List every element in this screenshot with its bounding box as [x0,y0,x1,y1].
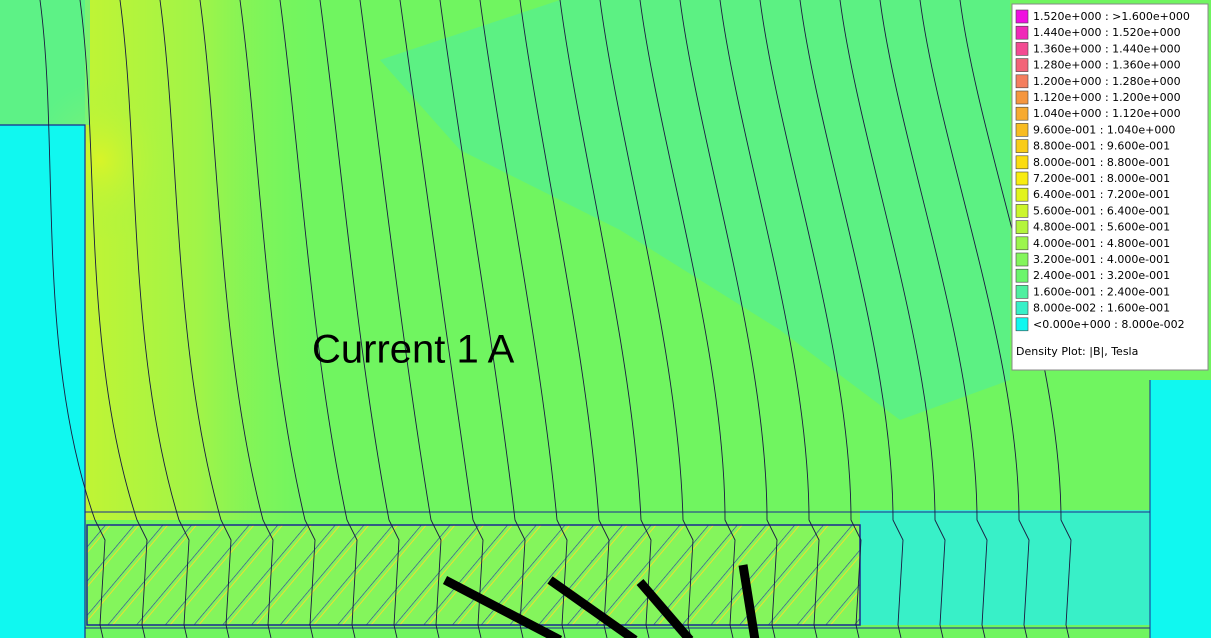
legend-label: 4.800e-001 : 5.600e-001 [1033,221,1170,234]
flux-line [319,0,400,638]
flux-line [239,0,316,638]
legend-label: 1.520e+000 : >1.600e+000 [1033,10,1190,23]
legend-label: 1.600e-001 : 2.400e-001 [1033,285,1170,298]
flux-line [39,0,106,638]
low-field-region [380,0,1010,420]
legend-swatch [1015,155,1029,170]
flux-line [919,0,1030,638]
flux-line [439,0,526,638]
flux-line [559,0,652,638]
legend-box [1011,3,1209,371]
legend-caption: Density Plot: |B|, Tesla [1016,345,1138,358]
legend-label: 9.600e-001 : 1.040e+000 [1033,123,1175,136]
flux-line [599,0,694,638]
legend-swatch [1015,25,1029,40]
legend-swatch [1015,236,1029,251]
legend-label: 5.600e-001 : 6.400e-001 [1033,204,1170,217]
flux-line [839,0,946,638]
legend-swatch [1015,42,1029,56]
legend-label: 1.200e+000 : 1.280e+000 [1033,75,1181,88]
legend-label: <0.000e+000 : 8.000e-002 [1033,318,1185,331]
legend-label: 1.280e+000 : 1.360e+000 [1033,59,1181,72]
flux-line [159,0,232,638]
legend-swatch [1015,268,1029,283]
legend-swatch [1015,139,1029,153]
legend-swatch [1015,58,1029,72]
flux-line [759,0,862,638]
legend-label: 2.400e-001 : 3.200e-001 [1033,269,1170,282]
flux-line [799,0,904,638]
legend-swatch [1015,74,1029,89]
legend-label: 8.000e-001 : 8.800e-001 [1033,156,1170,169]
flux-line [79,0,148,638]
flux-line [479,0,568,638]
corner-region [0,0,90,125]
flux-line [719,0,820,638]
legend-label: 8.000e-002 : 1.600e-001 [1033,302,1170,315]
flux-line [279,0,358,638]
legend-swatch [1015,90,1029,105]
legend-swatch [1015,123,1029,137]
legend-swatch [1015,285,1029,299]
legend-label: 1.440e+000 : 1.520e+000 [1033,26,1181,39]
legend-swatch [1015,252,1029,267]
legend-label: 7.200e-001 : 8.000e-001 [1033,172,1170,185]
legend-label: 1.040e+000 : 1.120e+000 [1033,107,1181,120]
legend-swatch [1015,187,1029,202]
legend-label: 1.120e+000 : 1.200e+000 [1033,91,1181,104]
flux-line [639,0,736,638]
legend-label: 4.000e-001 : 4.800e-001 [1033,237,1170,250]
legend-label: 8.800e-001 : 9.600e-001 [1033,140,1170,153]
flux-line [119,0,190,638]
high-field-band [85,0,315,520]
flux-line [879,0,988,638]
legend-swatch [1015,317,1029,332]
legend-swatch [1015,9,1029,24]
legend-label: 6.400e-001 : 7.200e-001 [1033,188,1170,201]
boundary [0,124,86,638]
legend-label: 3.200e-001 : 4.000e-001 [1033,253,1170,266]
flux-line [519,0,610,638]
flux-line [399,0,484,638]
legend: Density Plot: |B|, Tesla 1.520e+000 : >1… [1011,3,1209,371]
legend-swatch [1015,106,1029,121]
air-region-right [860,510,1150,625]
flux-line [359,0,442,638]
legend-label: 1.360e+000 : 1.440e+000 [1033,42,1181,55]
air-region-edge [1150,380,1211,638]
air-region-left [0,125,85,638]
legend-swatch [1015,301,1029,315]
legend-swatch [1015,204,1029,218]
legend-swatch [1015,220,1029,234]
pointer-lines [442,564,760,638]
flux-line [679,0,778,638]
legend-swatch [1015,171,1029,186]
annotation: Current 1 A [312,328,515,372]
flux-line [199,0,274,638]
